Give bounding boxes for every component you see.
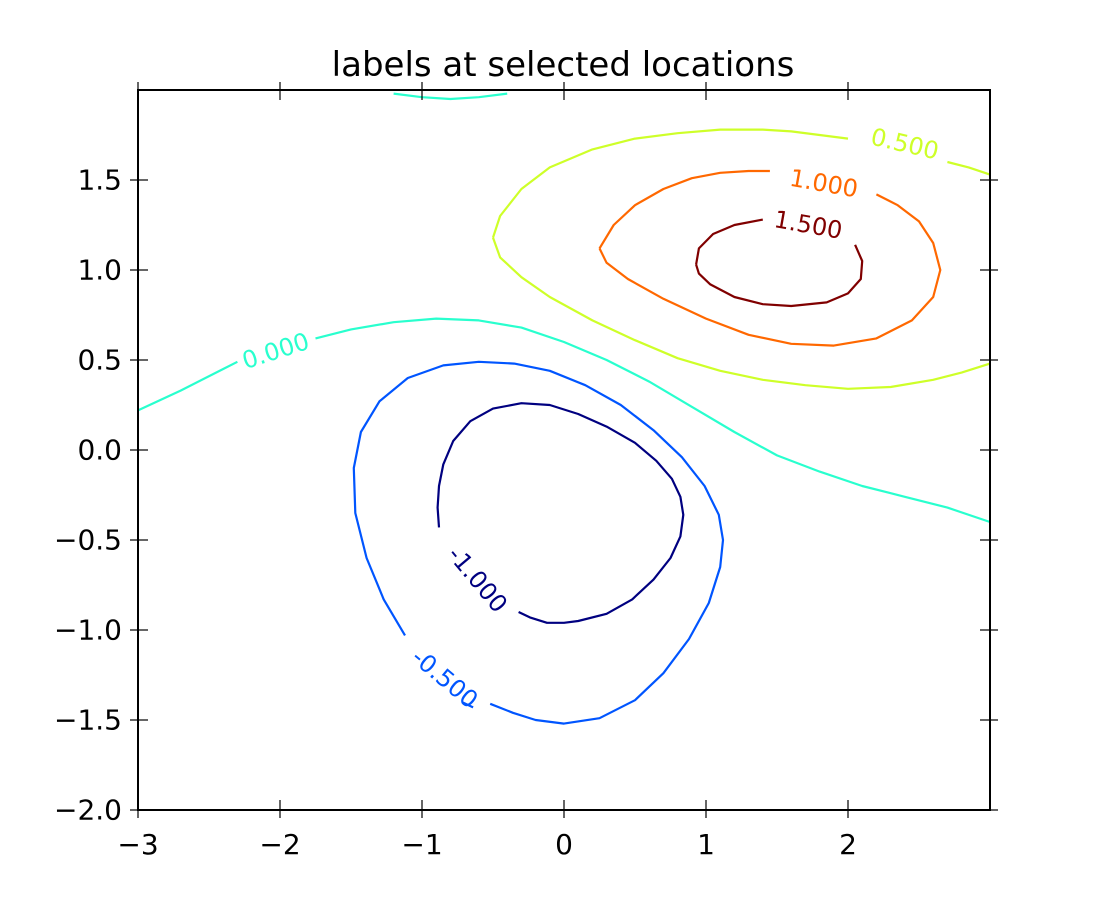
- x-tick-label: −1: [401, 828, 442, 861]
- y-tick-label: −1.5: [54, 704, 122, 737]
- plot-frame: [137, 89, 991, 811]
- contour-line: [352, 360, 725, 725]
- contour-label: 1.000: [788, 164, 861, 204]
- x-tick-label: 1: [697, 828, 715, 861]
- x-tick-label: −3: [117, 828, 158, 861]
- y-tick-label: −0.5: [54, 524, 122, 557]
- y-tick-label: 1.0: [77, 254, 122, 287]
- contour-line: [461, 701, 474, 709]
- y-tick-label: −2.0: [54, 794, 122, 827]
- y-tick-label: −1.0: [54, 614, 122, 647]
- contour-line: [315, 317, 991, 524]
- contour-line: [695, 218, 764, 265]
- contour-label: 0.000: [239, 327, 313, 375]
- chart-title: labels at selected locations: [332, 45, 795, 85]
- x-axis: −3 −2 −1 0 1 2: [117, 82, 857, 861]
- contour-label: 1.500: [772, 205, 845, 245]
- contour-lines: [137, 92, 991, 725]
- contour-line: [491, 128, 849, 238]
- contour-label: 0.500: [868, 123, 941, 166]
- x-tick-label: 0: [555, 828, 573, 861]
- y-axis: −2.0 −1.5 −1.0 −0.5 0.0 0.5 1.0 1.5: [54, 164, 998, 827]
- contour-line: [137, 360, 238, 412]
- contour-line: [695, 244, 864, 308]
- contour-line: [393, 92, 508, 101]
- y-tick-label: 1.5: [77, 164, 122, 197]
- y-tick-label: 0.0: [77, 434, 122, 467]
- contour-line: [436, 402, 685, 624]
- x-tick-label: −2: [259, 828, 300, 861]
- contour-line: [947, 160, 991, 176]
- y-tick-label: 0.5: [77, 344, 122, 377]
- contour-line: [598, 169, 770, 249]
- contour-label: -1.000: [442, 541, 513, 618]
- x-tick-label: 2: [839, 828, 857, 861]
- contour-label: -0.500: [406, 643, 483, 714]
- contour-line: [491, 237, 991, 390]
- contour-line: [598, 193, 942, 347]
